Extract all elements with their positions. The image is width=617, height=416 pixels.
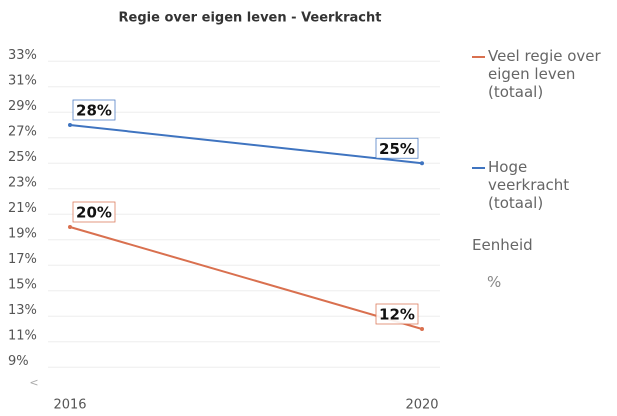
unit-label: Eenheid [472,236,533,254]
y-tick-label: 17% [8,252,37,267]
y-tick-label: 29% [8,99,37,114]
y-tick-label: 19% [8,226,37,241]
point [420,327,424,331]
y-tick-label: 9% [8,354,29,369]
legend-entry: Hoge veerkracht (totaal) [472,158,613,212]
series-line [69,124,423,165]
point [68,123,72,127]
legend-swatch [472,56,485,58]
y-tick-label: 13% [8,303,37,318]
chart-title: Regie over eigen leven - Veerkracht [119,11,382,26]
data-label: 12% [379,306,415,324]
data-label: 25% [379,140,415,158]
data-label-box [72,99,116,121]
unit: % [487,273,502,291]
series-line [69,226,423,330]
data-label: 20% [76,204,112,222]
y-tick-label: 11% [8,328,37,343]
point [68,225,72,229]
x-tick-label: 2016 [53,398,86,413]
y-tick-label: 31% [8,73,37,88]
legend-swatch [472,167,485,169]
data-label-box [72,201,116,223]
data-label: 28% [76,102,112,120]
data-label-box [375,303,419,325]
y-tick-label: 21% [8,201,37,216]
y-tick-label: 15% [8,277,37,292]
legend-entry: Veel regie over eigen leven (totaal) [472,47,613,101]
y-tick-label: 23% [8,175,37,190]
y-tick-label: 27% [8,124,37,139]
x-tick-label: 2020 [405,398,438,413]
y-tick-label: 25% [8,150,37,165]
point [420,161,424,166]
y-tick-label: 33% [8,48,37,63]
axis-break: < [29,376,38,389]
data-label-box [375,137,419,159]
